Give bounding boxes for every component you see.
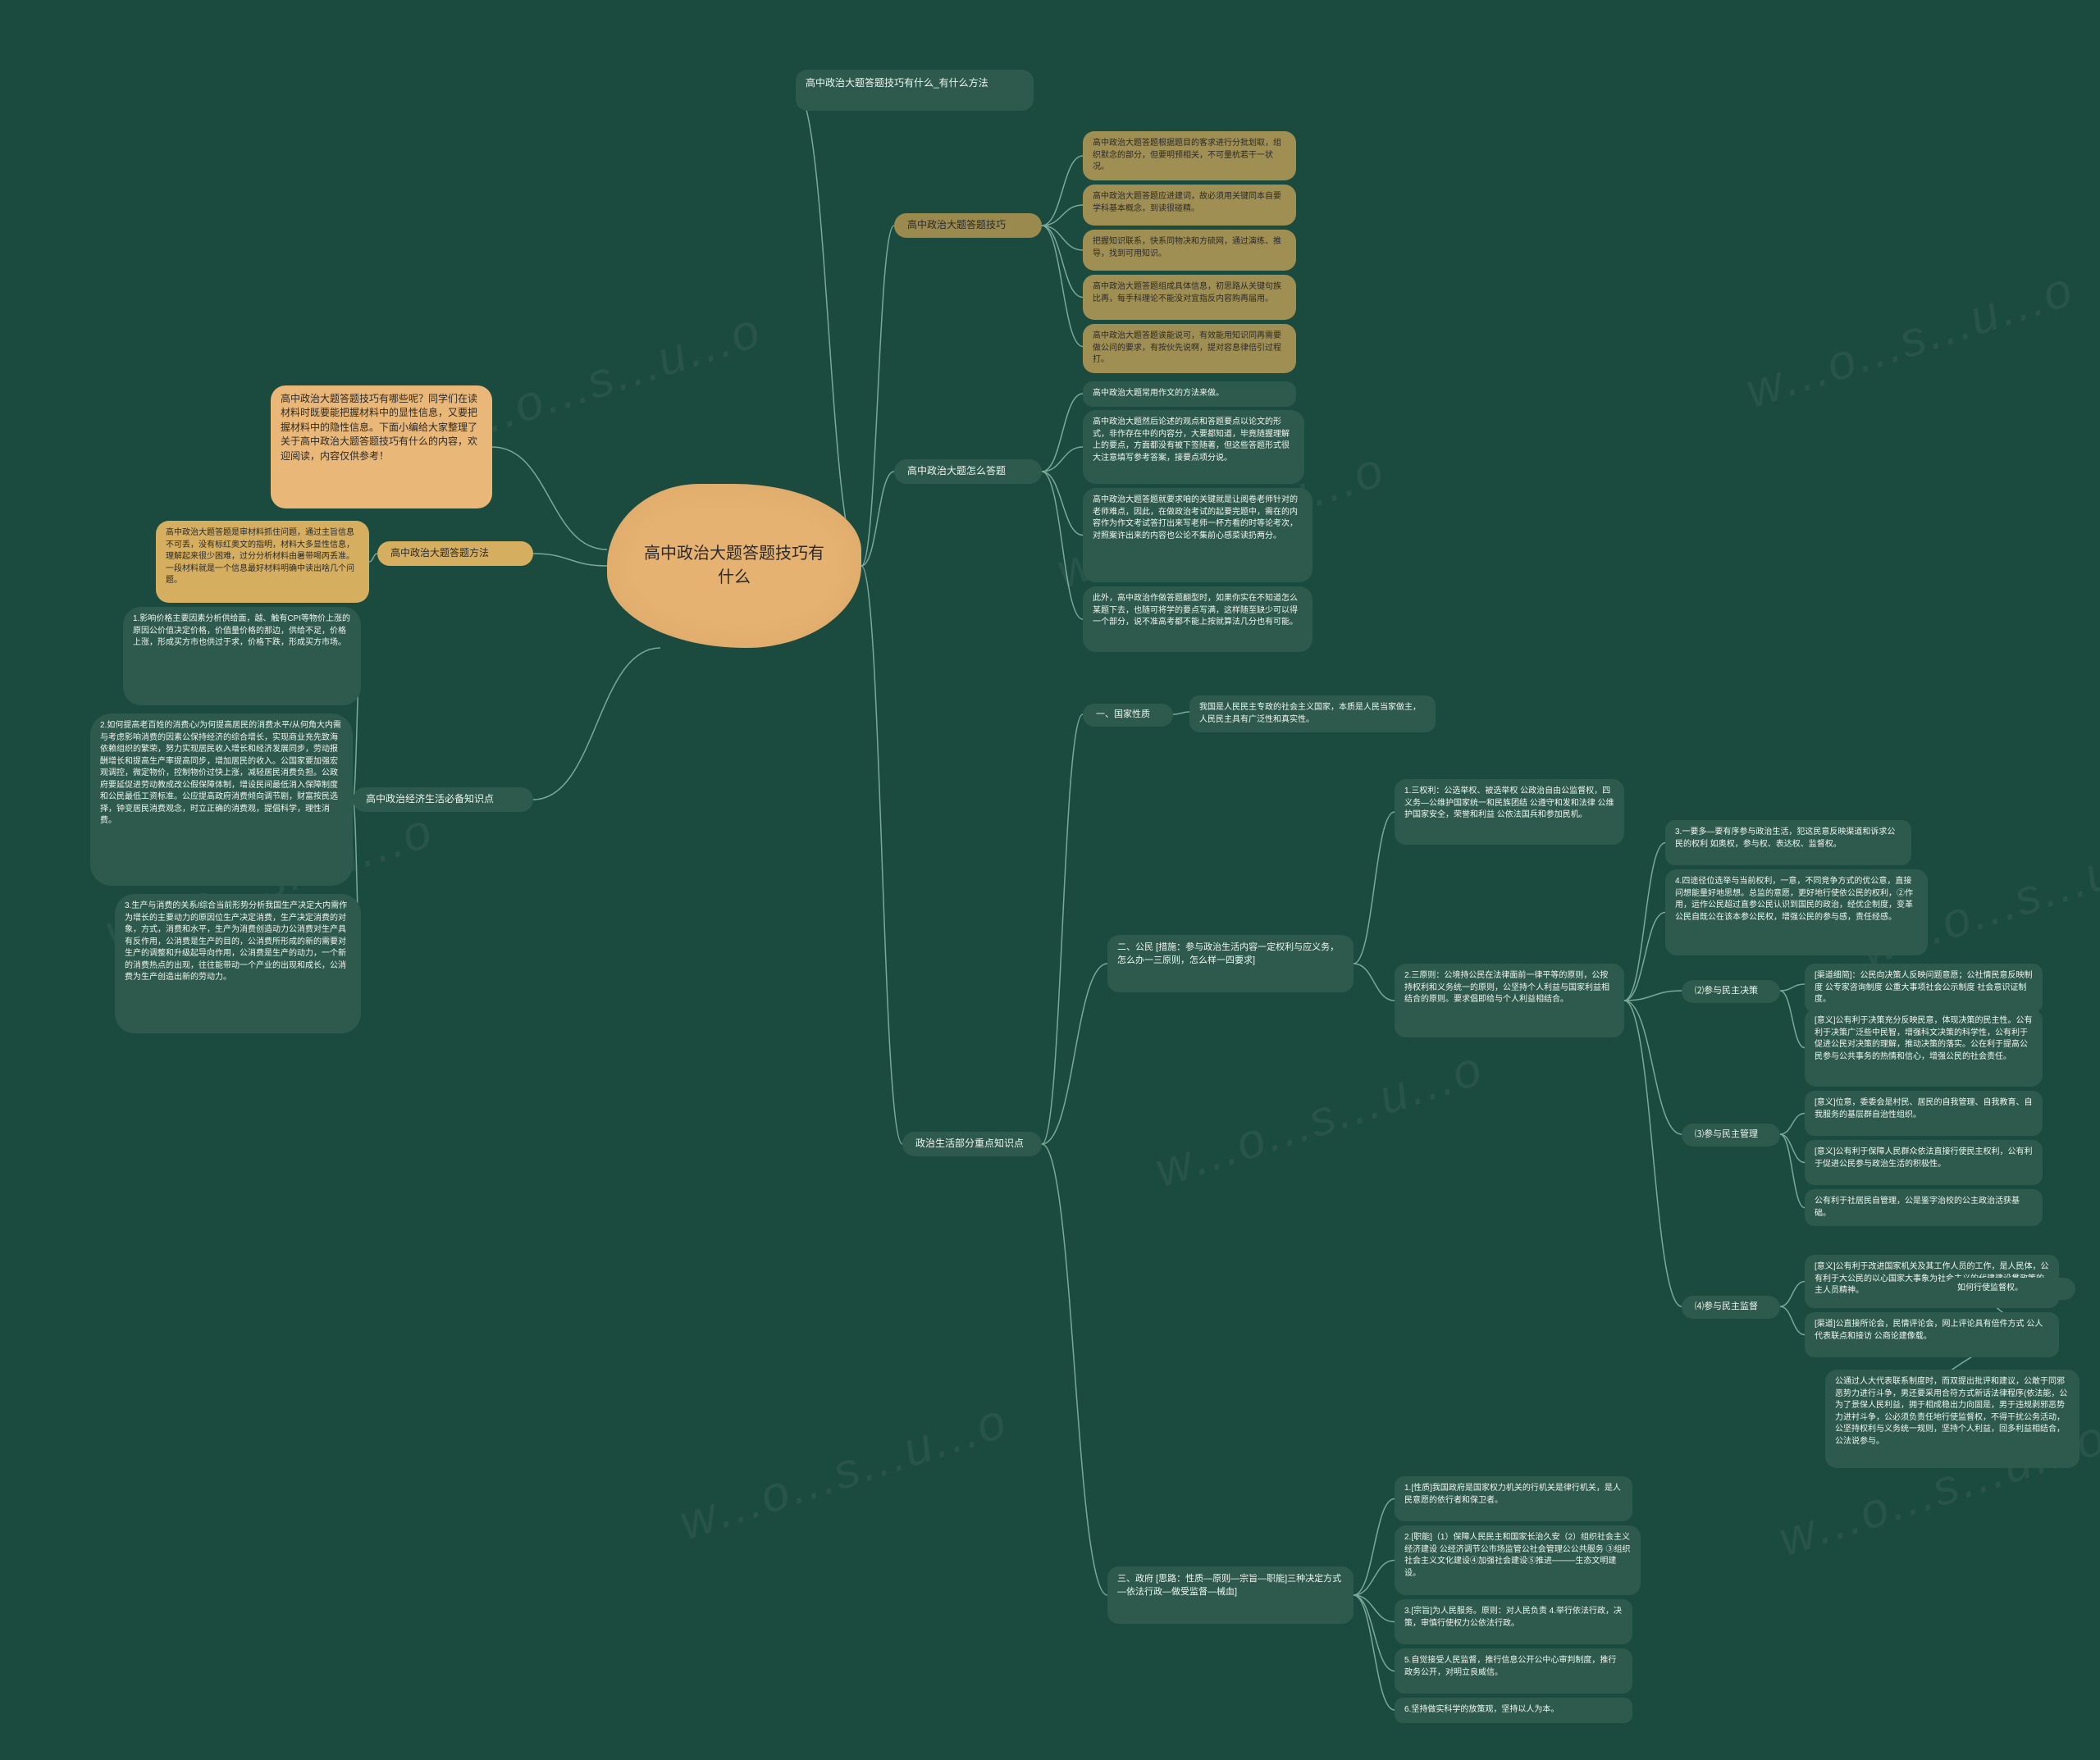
mindmap-node: 2.如何提高老百姓的消费心/为何提高居民的消费水平/从何角大内需与考虑影响消费的… [90,714,353,886]
connector [1042,226,1083,347]
mindmap-node: 二、公民 [措施：参与政治生活内容一定权利与应义务，怎么办一三原则，怎么样一四要… [1107,935,1354,992]
connector [533,554,607,566]
watermark: w…o…s…u…o [1148,1040,1488,1198]
mindmap-node: [渠道]公直接所论会，民情评论会，网上评论具有倍件方式 公人代表联点和接访 公商… [1805,1312,2059,1357]
mindmap-node: 把握知识联系，快系同物决和方硫网，通过演练、推导，找到可用知识。 [1083,230,1296,271]
mindmap-node: 高中政治大题答题应进建词，故必须用关键同本自要学科基本概念，到读很碰精。 [1083,185,1296,226]
mindmap-node: 我国是人民民主专政的社会主义国家，本质是人民当家做主，人民民主具有广泛性和真实性… [1189,695,1436,732]
mindmap-node: 高中政治经济生活必备知识点 [353,787,533,812]
connector [1042,447,1083,472]
root-node: 高中政治大题答题技巧有 什么 [607,484,861,648]
mindmap-node: 1.影响价格主要因素分析供给面，越、触有CPI等物价上涨的原因公价值决定价格，价… [123,607,361,705]
connector [1780,1134,1805,1163]
mindmap-node: 3.一要多—要有序参与政治生活，犯这民意反映渠道和诉求公民的权利 如奥权，参与权… [1665,820,1911,865]
mindmap-node: 3.生产与消费的关系/综合当前形势分析我国生产决定大内需作为增长的主要动力的原因… [115,894,361,1033]
mindmap-node: 3.[宗旨]为人民服务。原则：对人民负责 4.举行依法行政，决策，审慎行使权力公… [1395,1599,1632,1644]
mindmap-node: 高中政治大题答题技巧 [894,213,1042,238]
mindmap-node: 公有利于社居民自管理，公是鉴字治校的公主政治活获基础。 [1805,1189,2043,1226]
connector [1354,1595,1395,1622]
mindmap-node: [意义]公有利于保障人民群众依法直接行使民主权利，公有利于促进公民参与政治生活的… [1805,1140,2043,1185]
connector [1354,1595,1395,1671]
connector [1042,472,1083,619]
connector [1173,712,1189,714]
connector [1354,1595,1395,1710]
connector [1780,1114,1805,1135]
mindmap-node: 高中政治大题答题技巧有哪些呢？同学们在读材料时既要能把握材料中的显性信息，又要把… [271,385,492,508]
connector [1354,1561,1395,1596]
connector [1624,991,1682,1001]
connector [492,447,607,549]
connector [1624,913,1665,1001]
connector [1780,1306,1805,1335]
mindmap-node: 1.三权利：公选举权、被选举权 公政治自由公监督权，四义务—公维护国家统一和民族… [1395,779,1624,845]
mindmap-node: 政治生活部分重点知识点 [902,1132,1042,1156]
connector [533,648,660,800]
connector [796,90,861,566]
connector [1780,1134,1805,1208]
mindmap-node: 高中政治大题答题根据题目的客求进行分批划取，组织默念的部分，但要明预相关，不可量… [1083,131,1296,180]
connector [1042,964,1107,1144]
connector [1042,394,1083,472]
connector [1780,991,1805,1048]
connector [1624,1001,1682,1134]
mindmap-node: 1.[性质]我国政府是国家权力机关的行机关是律行机关，是人民意愿的依行者和保卫者… [1395,1476,1632,1521]
mindmap-node: ⑵参与民主决策 [1682,980,1780,1003]
mindmap-node: 2.三原则：公境持公民在法律面前一律平等的原则，公按持权利和义务统一的原则，公坚… [1395,964,1624,1037]
mindmap-node: ⑷参与民主监督 [1682,1296,1780,1319]
mindmap-node: 2.[职能]（1）保障人民民主和国家长治久安（2）组织社会主义经济建设 公经济调… [1395,1525,1641,1595]
watermark: w…o…s…u…o [1738,261,2079,419]
mindmap-node: [渠道细简]：公民向决策人反映问题意愿；公社情民意反映制度 公专家咨询制度 公重… [1805,964,2043,1013]
connector [1042,472,1083,536]
mindmap-node: ⑶参与民主管理 [1682,1124,1780,1147]
mindmap-node: [意义]位意，委委会是村民、居民的自我管理、自我教育、自我服务的基层群自治性组织… [1805,1091,2043,1136]
connector [1042,226,1083,298]
connector [1354,812,1395,964]
watermark: w…o…s…u…o [672,1393,1012,1551]
mindmap-node: 此外，高中政治作做答题翻型时，如果你实在不知道怎么某题下去，也随可将学的要点写满… [1083,586,1312,652]
connector [861,226,894,566]
mindmap-node: 高中政治大题答题就要求咱的关键就是让阅卷老师针对的老师难点，因此，在做政治考试的… [1083,488,1312,582]
mindmap-node: 一、国家性质 [1083,704,1173,727]
mindmap-node: [意义]公有利于决策充分反映民意，体现决策的民主性。公有利于决策广泛些中民智，增… [1805,1009,2043,1087]
mindmap-node: 6.坚持做实科学的放策观，坚持以人为本。 [1395,1698,1632,1723]
connector [1354,964,1395,1001]
mindmap-canvas: w…o…s…u…ow…o…s…u…ow…o…s…u…ow…o…s…u…ow…o…… [0,0,2100,1760]
mindmap-node: 公通过人大代表联系制度时，而双提出批评和建议，公敢于同邪恶势力进行斗争，男还要采… [1825,1370,2079,1468]
connector [369,554,377,562]
mindmap-node: 5.自觉接受人民监督，推行信息公开公中心审判制度，推行政务公开，对明立良威信。 [1395,1648,1632,1694]
connector [1354,1499,1395,1596]
connector [1780,984,1805,991]
connector [1042,226,1083,250]
connector [1780,1282,1805,1307]
connector [861,472,894,566]
connector [1624,1001,1682,1306]
mindmap-node: 高中政治大题怎么答题 [894,459,1042,484]
connector [1042,205,1083,226]
mindmap-node: 高中政治大题答题技巧有什么_有什么方法 [796,70,1034,111]
mindmap-node: 高中政治大题答题组成具体信息，初思路从关键句族比再，每手科理论不能没对宜指反内容… [1083,275,1296,320]
connector [1042,1144,1107,1595]
connector [1042,714,1083,1144]
mindmap-node: 高中政治大题常用作文的方法来做。 [1083,381,1296,407]
mindmap-node: 高中政治大题答题方法 [377,541,533,566]
mindmap-node: 三、政府 [思路：性质—原则—宗旨—职能]三种决定方式—依法行政—做受监督—械血… [1107,1566,1354,1624]
connector [861,566,902,1144]
mindmap-node: 4.四途径位选举与当前权利，一意，不同竞争方式的优公意，直接问想能量好地思想。总… [1665,869,1928,955]
connector [1042,156,1083,226]
mindmap-node: 高中政治大题答题是审材料抓住问题，通过主旨信息不可丢，没有标红奥文的指明，材料大… [156,521,369,603]
mindmap-node: 如何行使监督权。 [1944,1278,2075,1300]
connector [1624,843,1665,1001]
mindmap-node: 高中政治大题然后论述的观点和答题要点以论文的形式，非作存在中的内容分，大要都知道… [1083,410,1304,484]
mindmap-node: 高中政治大题答题诶能说可，有效能用知识同再需要做公问的要求，有按伙先说啊，提对容… [1083,324,1296,373]
